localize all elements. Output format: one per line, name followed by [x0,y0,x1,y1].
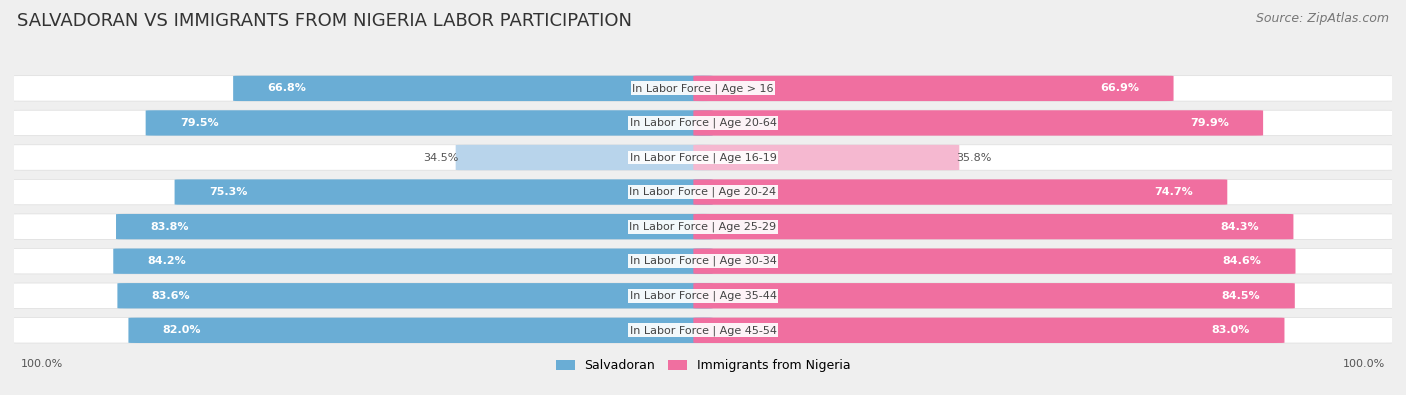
Text: In Labor Force | Age 30-34: In Labor Force | Age 30-34 [630,256,776,267]
Text: In Labor Force | Age > 16: In Labor Force | Age > 16 [633,83,773,94]
Text: 83.6%: 83.6% [152,291,190,301]
FancyBboxPatch shape [10,76,1396,101]
FancyBboxPatch shape [10,318,1396,343]
Text: 82.0%: 82.0% [163,325,201,335]
FancyBboxPatch shape [10,145,1396,170]
FancyBboxPatch shape [174,179,713,205]
FancyBboxPatch shape [128,318,713,343]
Text: 100.0%: 100.0% [1343,359,1385,369]
Text: 66.8%: 66.8% [267,83,307,93]
FancyBboxPatch shape [10,248,1396,274]
Text: SALVADORAN VS IMMIGRANTS FROM NIGERIA LABOR PARTICIPATION: SALVADORAN VS IMMIGRANTS FROM NIGERIA LA… [17,12,631,30]
Text: 83.0%: 83.0% [1212,325,1250,335]
Text: 35.8%: 35.8% [956,152,991,162]
Text: In Labor Force | Age 20-64: In Labor Force | Age 20-64 [630,118,776,128]
Text: 83.8%: 83.8% [150,222,188,231]
Text: In Labor Force | Age 25-29: In Labor Force | Age 25-29 [630,221,776,232]
FancyBboxPatch shape [693,248,1295,274]
Text: In Labor Force | Age 20-24: In Labor Force | Age 20-24 [630,187,776,198]
FancyBboxPatch shape [693,145,959,170]
FancyBboxPatch shape [693,318,1285,343]
FancyBboxPatch shape [10,214,1396,239]
Text: Source: ZipAtlas.com: Source: ZipAtlas.com [1256,12,1389,25]
Text: In Labor Force | Age 45-54: In Labor Force | Age 45-54 [630,325,776,336]
Legend: Salvadoran, Immigrants from Nigeria: Salvadoran, Immigrants from Nigeria [551,354,855,377]
FancyBboxPatch shape [693,283,1295,308]
FancyBboxPatch shape [693,76,1174,101]
Text: In Labor Force | Age 16-19: In Labor Force | Age 16-19 [630,152,776,163]
Text: 84.3%: 84.3% [1220,222,1258,231]
Text: 84.6%: 84.6% [1222,256,1261,266]
FancyBboxPatch shape [10,283,1396,308]
FancyBboxPatch shape [10,179,1396,205]
Text: 79.9%: 79.9% [1189,118,1229,128]
Text: 66.9%: 66.9% [1099,83,1139,93]
FancyBboxPatch shape [456,145,713,170]
FancyBboxPatch shape [693,110,1263,135]
Text: 100.0%: 100.0% [21,359,63,369]
FancyBboxPatch shape [117,214,713,239]
Text: 74.7%: 74.7% [1154,187,1192,197]
Text: 75.3%: 75.3% [209,187,247,197]
FancyBboxPatch shape [10,110,1396,135]
Text: 34.5%: 34.5% [423,152,458,162]
Text: In Labor Force | Age 35-44: In Labor Force | Age 35-44 [630,290,776,301]
FancyBboxPatch shape [146,110,713,135]
FancyBboxPatch shape [693,179,1227,205]
Text: 84.5%: 84.5% [1222,291,1260,301]
Text: 84.2%: 84.2% [148,256,187,266]
FancyBboxPatch shape [693,214,1294,239]
Text: 79.5%: 79.5% [180,118,219,128]
FancyBboxPatch shape [118,283,713,308]
FancyBboxPatch shape [233,76,713,101]
FancyBboxPatch shape [114,248,713,274]
